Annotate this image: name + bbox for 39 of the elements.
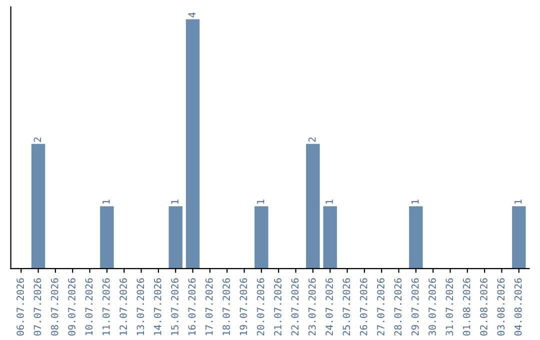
x-tick-label: 03.08.2026 [497,278,505,336]
data-label: 2 [34,138,41,142]
data-label: 4 [188,12,196,18]
data-label: 1 [326,200,333,204]
data-label: 1 [514,200,522,204]
x-tick-label: 14.07.2026 [154,278,162,335]
data-label: 1 [171,200,178,204]
x-tick-label: 07.07.2026 [34,278,42,336]
x-tick-label: 21.07.2026 [274,278,282,336]
x-tick-label: 06.07.2026 [16,278,24,336]
x-tick-label: 26.07.2026 [360,278,368,336]
x-tick-label: 18.07.2026 [222,278,230,335]
x-tick-label: 30.07.2026 [428,278,436,336]
x-tick-label: 08.07.2026 [50,278,58,336]
x-tick-label: 11.07.2026 [102,278,110,335]
x-tick-label: 23.07.2026 [308,278,316,336]
x-tick-label: 27.07.2026 [377,278,384,336]
x-tick-label: 20.07.2026 [256,278,264,336]
x-tick-label: 15.07.2026 [171,278,178,335]
data-label: 1 [102,200,110,204]
x-tick-label: 12.07.2026 [120,278,127,335]
data-label: 2 [308,138,316,142]
x-tick-label: 02.08.2026 [480,278,488,336]
x-tick-label: 04.08.2026 [514,278,522,336]
x-tick-label: 16.07.2026 [188,278,196,335]
x-tick-label: 22.07.2026 [291,278,299,336]
x-tick-label: 01.08.2026 [462,278,470,336]
x-tick-label: 19.07.2026 [240,278,248,335]
x-tick-label: 29.07.2026 [411,278,419,336]
data-label: 1 [412,200,419,204]
x-tick-label: 17.07.2026 [205,278,213,335]
x-tick-label: 24.07.2026 [326,278,333,336]
x-tick-label: 25.07.2026 [342,278,350,336]
x-tick-label: 31.07.2026 [446,278,454,336]
x-tick-label: 13.07.2026 [136,278,144,335]
x-tick-label: 10.07.2026 [85,278,93,335]
x-tick-label: 28.07.2026 [394,278,402,336]
data-label: 1 [257,200,264,204]
x-tick-label: 09.07.2026 [68,278,76,336]
